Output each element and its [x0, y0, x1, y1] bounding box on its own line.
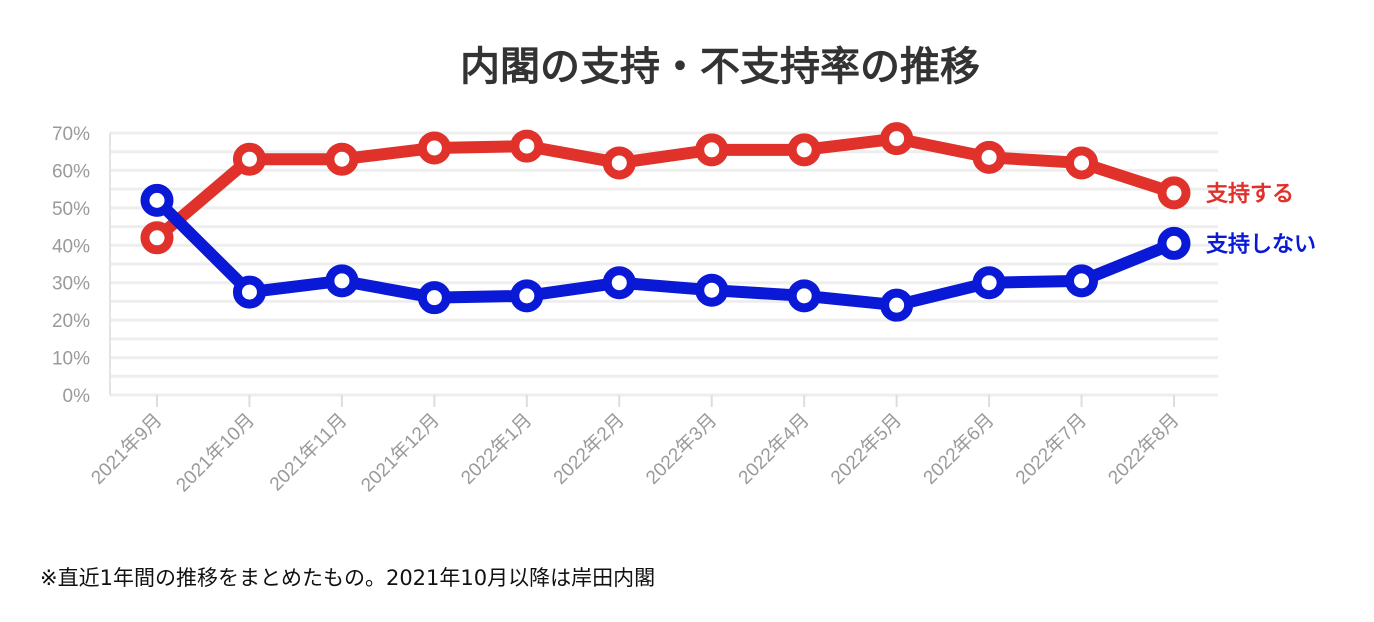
y-tick-label: 30% [52, 274, 90, 295]
y-tick-label: 60% [52, 161, 90, 182]
data-point [602, 146, 636, 180]
x-tick-label: 2022年1月 [457, 409, 537, 489]
series-end-label: 支持する [1206, 182, 1294, 207]
x-tick-label: 2022年6月 [919, 409, 999, 489]
footnote: ※直近1年間の推移をまとめたもの。2021年10月以降は岸田内閣 [40, 566, 656, 590]
data-point [1157, 226, 1191, 260]
x-tick-label: 2022年8月 [1104, 409, 1184, 489]
data-point [787, 279, 821, 313]
x-tick-label: 2022年5月 [826, 409, 906, 489]
y-tick-label: 0% [63, 386, 91, 407]
chart-title: 内閣の支持・不支持率の推移 [460, 44, 980, 90]
axes [109, 133, 1175, 407]
data-point [325, 142, 359, 176]
series-layer [140, 122, 1191, 322]
x-tick-label: 2021年9月 [87, 409, 167, 489]
y-tick-label: 70% [52, 124, 90, 145]
x-tick-label: 2021年12月 [357, 409, 444, 496]
data-point [140, 183, 174, 217]
data-point [972, 140, 1006, 174]
data-point [417, 281, 451, 315]
series-end-label: 支持しない [1206, 232, 1316, 257]
y-tick-label: 10% [52, 349, 90, 370]
data-point [880, 288, 914, 322]
data-point [1157, 176, 1191, 210]
gridlines [110, 131, 1218, 397]
y-tick-label: 20% [52, 311, 90, 332]
data-point [1065, 264, 1099, 298]
data-point [695, 133, 729, 167]
x-tick-label: 2022年7月 [1011, 409, 1091, 489]
data-point [232, 275, 266, 309]
data-point [880, 122, 914, 156]
x-tick-label: 2022年4月 [734, 409, 814, 489]
x-tick-label: 2022年2月 [549, 409, 629, 489]
y-tick-label: 40% [52, 236, 90, 257]
y-tick-label: 50% [52, 199, 90, 220]
data-point [602, 266, 636, 300]
data-point [787, 133, 821, 167]
x-tick-label: 2022年3月 [641, 409, 721, 489]
data-point [1065, 146, 1099, 180]
data-point [510, 129, 544, 163]
series-line [151, 194, 1180, 312]
data-point [232, 142, 266, 176]
data-point [417, 131, 451, 165]
data-point [325, 264, 359, 298]
x-tick-label: 2021年11月 [265, 409, 351, 495]
data-point [972, 266, 1006, 300]
data-point [695, 273, 729, 307]
data-point [140, 221, 174, 255]
data-point [510, 279, 544, 313]
x-tick-label: 2021年10月 [172, 409, 259, 496]
